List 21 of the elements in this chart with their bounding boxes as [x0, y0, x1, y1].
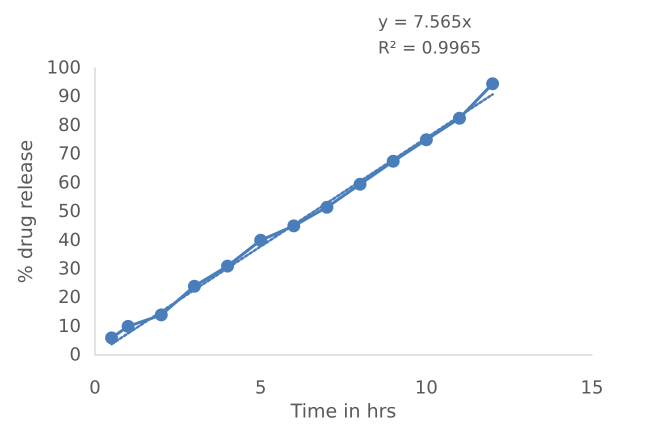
- y-tick-label: 20: [58, 287, 81, 308]
- y-tick-label: 80: [58, 114, 81, 136]
- y-tick-label: 40: [58, 230, 81, 251]
- x-tick-label: 0: [89, 378, 101, 399]
- point: [122, 320, 135, 333]
- point: [486, 77, 500, 90]
- x-axis-title: Time in hrs: [290, 400, 396, 422]
- y-tick-label: 100: [46, 58, 81, 78]
- x-tick-label: 5: [254, 378, 266, 399]
- y-axis-title: % drug release: [15, 140, 38, 284]
- x-tick-label: 15: [580, 378, 604, 399]
- y-tick-label: 90: [58, 86, 81, 108]
- y-tick-label: 0: [70, 344, 81, 366]
- y-tick-label: 60: [58, 172, 81, 194]
- y-tick-label: 50: [58, 201, 81, 222]
- x-tick-label: 10: [414, 378, 438, 399]
- y-tick-label: 30: [58, 258, 81, 280]
- y-tick-label: 10: [58, 316, 81, 337]
- y-tick-label: 70: [58, 144, 81, 165]
- text: R² = 0.9965: [378, 38, 482, 58]
- text: y = 7.565x: [378, 12, 472, 32]
